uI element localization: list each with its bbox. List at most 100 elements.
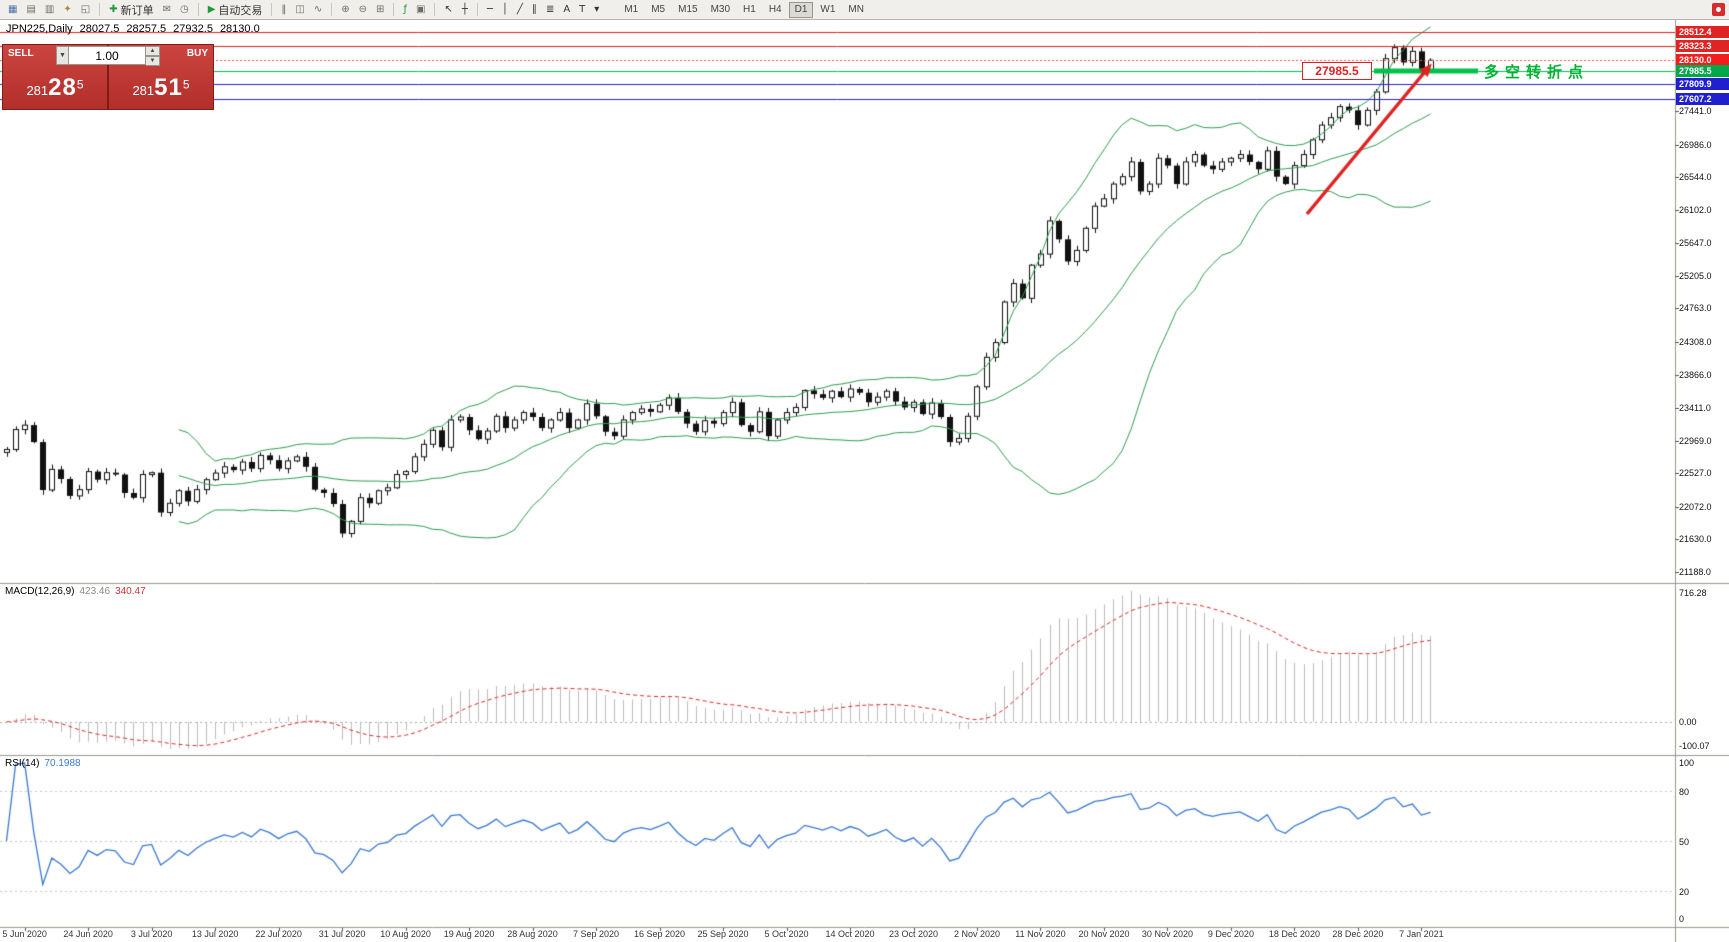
fibonacci-icon[interactable]: ≣ [542,0,558,19]
price-tick: 24763.0 [1679,303,1712,314]
vline-icon: │ [501,3,508,15]
timeframe-group: M1 M5 M15 M30 H1 H4 D1 W1 MN [618,1,870,18]
volume-control: ▼ ▲ ▼ [56,46,160,66]
volume-decrement-button[interactable]: ▼ [146,56,160,66]
templates-icon: ▣ [415,3,426,15]
hline-icon[interactable]: ─ [483,0,497,19]
price-tick: 25205.0 [1679,270,1712,281]
channel-icon[interactable]: ∥ [528,0,541,19]
navigator-icon[interactable]: ✦ [59,0,75,19]
price-tick: 24308.0 [1679,336,1712,347]
timeframe-m30[interactable]: M30 [710,3,731,15]
rsi-value: 70.1988 [44,758,81,769]
price-tick: 23866.0 [1679,369,1712,380]
profiles-icon[interactable]: ▤ [22,0,39,19]
volume-options-dropdown[interactable]: ▼ [56,46,69,65]
history-icon[interactable]: ◷ [176,0,193,19]
macd-name: MACD(12,26,9) [5,586,75,597]
cursor-icon[interactable]: ↖ [440,0,456,19]
date-label: 24 Jun 2020 [63,929,113,939]
price-tick: 26544.0 [1679,172,1712,183]
templates-icon[interactable]: ▣ [412,0,429,19]
date-label: 7 Sep 2020 [573,929,620,939]
timeframe-h1[interactable]: H1 [743,3,756,15]
arrow-tools-icon: ▾ [594,3,600,15]
price-annotation-box: 27985.5 [1302,62,1372,80]
price-scale[interactable]: 27441.0 26986.0 26544.0 26102.0 25647.0 25205… [1675,20,1729,942]
timeframe-w1[interactable]: W1 [820,3,836,15]
date-label: 14 Oct 2020 [825,929,875,939]
market-watch-icon[interactable]: ▥ [41,0,58,19]
zoom-in-icon: ⊕ [341,3,350,15]
profiles-icon: ▤ [26,3,36,15]
time-scale[interactable]: 5 Jun 2020 24 Jun 2020 3 Jul 2020 13 Jul 20… [0,929,1675,942]
price-tag: 27607.2 [1676,92,1729,105]
tile-windows-icon[interactable]: ⊞ [372,0,388,19]
new-chart-icon[interactable]: ▦ [4,0,21,19]
timeframe-m5[interactable]: M5 [651,3,666,15]
date-label: 16 Sep 2020 [634,929,686,939]
zoom-out-icon[interactable]: ⊖ [355,0,371,19]
terminal-icon: ◱ [80,3,91,15]
macd-scale-max: 716.28 [1679,588,1707,598]
timeframe-h4[interactable]: H4 [768,3,782,15]
price-tag: 28323.3 [1676,39,1729,52]
date-label: 25 Sep 2020 [697,929,749,939]
price-tick: 21630.0 [1679,534,1712,545]
macd-scale-zero: 0.00 [1679,716,1697,727]
text-icon: A [563,3,571,15]
timeframe-m1[interactable]: M1 [624,3,639,15]
low-value: 27932.5 [173,23,213,35]
date-label: 28 Dec 2020 [1332,929,1384,939]
indicators-icon: ƒ [403,3,407,15]
date-label: 22 Jul 2020 [255,929,302,939]
autotrading-button-label: 自动交易 [218,4,263,17]
open-value: 28027.5 [79,23,120,35]
date-label: 2 Nov 2020 [953,929,1001,939]
date-label: 13 Jul 2020 [191,929,239,939]
history-icon: ◷ [179,3,189,15]
trendline-icon[interactable]: ╱ [513,0,527,19]
indicators-icon[interactable]: ƒ [399,0,411,19]
line-chart-icon[interactable]: ∿ [310,0,326,19]
crosshair-icon: ┼ [461,3,468,15]
new-order-button: ✚ [109,3,118,15]
date-label: 19 Aug 2020 [443,929,495,939]
rsi-scale-label: 50 [1679,837,1690,847]
notification-icon[interactable] [1712,3,1725,16]
zoom-in-icon[interactable]: ⊕ [337,0,353,19]
volume-input[interactable] [69,46,146,65]
toolbar-separator [197,3,199,16]
arrow-tools-icon[interactable]: ▾ [590,0,603,19]
date-label: 7 Jan 2021 [1399,929,1444,939]
rsi-name: RSI(14) [5,758,40,769]
new-order-button[interactable]: ✚ 新订单 [105,0,157,19]
vline-icon[interactable]: │ [498,0,512,19]
rsi-scale-label: 100 [1679,758,1695,768]
candle-chart-icon[interactable]: ◫ [291,0,308,19]
crosshair-icon[interactable]: ┼ [458,0,472,19]
toolbar-separator [271,3,273,16]
autotrading-button[interactable]: ▶ 自动交易 [204,0,267,19]
terminal-icon[interactable]: ◱ [77,0,94,19]
bar-chart-icon: ‖ [281,3,287,15]
mail-icon: ✉ [162,3,171,15]
timeframe-mn[interactable]: MN [848,3,864,15]
line-chart-icon: ∿ [313,3,323,15]
price-tick: 21188.0 [1679,567,1711,577]
toolbar: ▦ ▤ ▥ ✦ ◱ ✚ 新订单 ✉ ◷ ▶ 自动交易 ‖ ◫ ∿ ⊕ ⊖ ⊞ ƒ ▣ ↖ ┼ ─ │ ╱ ∥ ≣ A T ▾ M1 M5 M1… [0,0,1729,20]
timeframe-m15[interactable]: M15 [678,3,698,15]
volume-increment-button[interactable]: ▲ [146,46,160,56]
price-tick: 27441.0 [1679,105,1712,116]
timeframe-d1[interactable]: D1 [788,1,814,18]
pivot-annotation-text: 多空转折点 [1484,64,1590,81]
bar-chart-icon[interactable]: ‖ [277,0,290,19]
text-icon[interactable]: A [559,0,574,19]
mail-icon[interactable]: ✉ [159,0,175,19]
label-icon[interactable]: T [575,0,589,19]
date-label: 5 Jun 2020 [2,929,47,939]
price-tick: 23411.0 [1679,403,1711,414]
date-label: 5 Oct 2020 [764,929,809,939]
